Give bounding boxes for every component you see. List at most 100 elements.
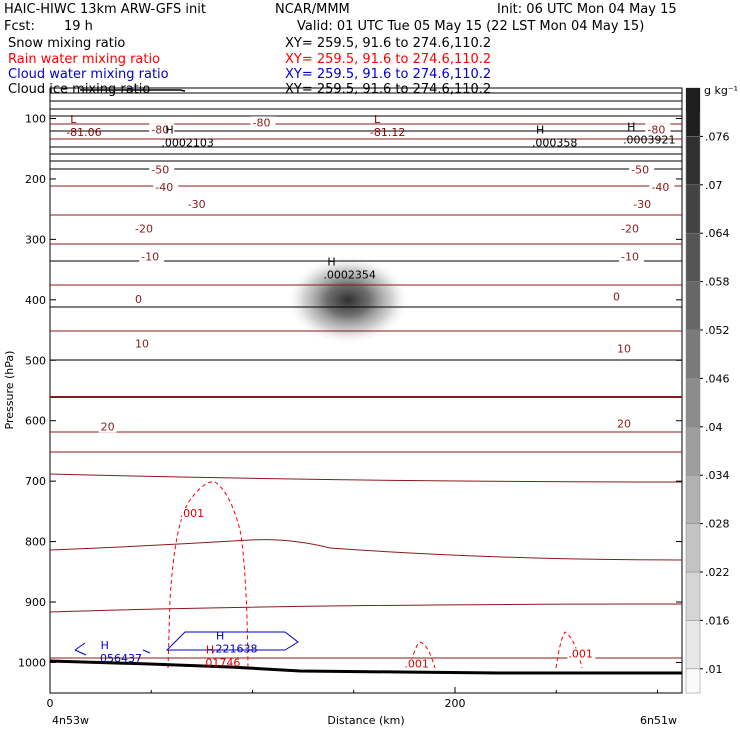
contour-label-bg: [629, 163, 655, 176]
extremum-value: -81.06: [66, 126, 101, 139]
header-init: Init: 06 UTC Mon 04 May 15: [497, 2, 677, 17]
temperature-contour-label: -10: [141, 251, 159, 264]
rain-label-bg: [178, 508, 207, 520]
rain-contours: [167, 481, 583, 669]
colorbar-tick-label: .052: [705, 324, 730, 337]
y-tick-label: 900: [25, 596, 46, 609]
y-tick-label: 600: [25, 415, 46, 428]
field-xy-rain: XY= 259.5, 91.6 to 274.6,110.2: [285, 52, 491, 67]
colorbar-swatch: [685, 668, 701, 694]
extremum-kind: H: [536, 124, 544, 137]
header-valid: Valid: 01 UTC Tue 05 May 15 (22 LST Mon …: [297, 19, 644, 34]
contour-label-bg: [98, 420, 117, 433]
extremum-value: .0002354: [323, 268, 376, 281]
temperature-contour-label: -50: [631, 163, 649, 176]
terrain-surface: [50, 659, 682, 675]
y-tick-label: 200: [25, 173, 46, 186]
plot-frame: [49, 87, 683, 694]
contour-label-bg: [615, 342, 633, 355]
temperature-contour-label: -20: [621, 223, 639, 236]
cloud-water-contours: [74, 631, 299, 656]
colorbar-swatch: [685, 184, 701, 234]
header-title: HAIC-HIWC 13km ARW-GFS init: [4, 2, 206, 17]
colorbar-tick-label: .04: [705, 421, 723, 434]
colorbar-swatch: [685, 329, 701, 379]
extremum-kind: H: [627, 121, 635, 134]
colorbar-tick-label: .064: [705, 227, 730, 240]
contour-label-bg: [619, 250, 645, 263]
y-tick-label: 1000: [18, 656, 46, 669]
contour-label-bg: [649, 181, 675, 194]
temperature-contour-label: -30: [633, 198, 651, 211]
extremum-value: .000358: [532, 137, 578, 150]
y-tick-label: 800: [25, 536, 46, 549]
contour-label-bg: [139, 250, 165, 263]
colorbar-swatch: [685, 378, 701, 428]
temperature-contour-label: -50: [151, 163, 169, 176]
contour-label-bg: [615, 417, 633, 430]
temperature-contour-label: 10: [617, 342, 631, 355]
colorbar-tick-label: .046: [705, 372, 730, 385]
y-tick-label: 400: [25, 294, 46, 307]
colorbar-tick-label: .028: [705, 518, 730, 531]
temperature-contour-label: -30: [188, 198, 206, 211]
rain-label-bg: [567, 648, 596, 660]
x-end-label: 6n51w: [640, 714, 677, 727]
rain-contour-label: .001: [180, 507, 205, 520]
colorbar-tick-label: .076: [705, 130, 730, 143]
rain-label-bg: [403, 658, 432, 670]
field-name-cloud-water: Cloud water mixing ratio: [8, 67, 169, 82]
contour-label-bg: [133, 292, 145, 305]
colorbar-swatch: [685, 136, 701, 186]
extremum-value: .221638: [212, 643, 258, 656]
contour-label-bg: [149, 123, 175, 136]
contour-label-bg: [250, 116, 276, 129]
field-xy-cloud-water: XY= 259.5, 91.6 to 274.6,110.2: [285, 67, 491, 82]
colorbar-tick-label: .07: [705, 179, 723, 192]
y-tick-label: 500: [25, 354, 46, 367]
field-xy-cloud-ice: XY= 259.5, 91.6 to 274.6,110.2: [285, 82, 491, 97]
contour-label-bg: [133, 337, 152, 350]
temperature-contour-label: 0: [135, 293, 142, 306]
temperature-contour-label: -20: [135, 223, 153, 236]
x-axis-label: Distance (km): [327, 714, 404, 727]
extremum-value: .01746: [202, 656, 241, 669]
colorbar-swatch-top: [686, 88, 700, 113]
contour-labels: -80-80 -80-50 -50-40 -40-30 -30-20 -20-10 -100…: [66, 113, 675, 671]
colorbar-tick-label: .022: [705, 566, 730, 579]
temperature-contour-label: 20: [617, 417, 631, 430]
extremum-value: -81.12: [370, 126, 405, 139]
x-tick-label: 0: [47, 697, 54, 710]
cloud-ice-header-stroke: [80, 89, 186, 92]
extremum-value: .0002103: [161, 137, 214, 150]
contour-label-bg: [610, 290, 622, 303]
extremum-kind: L: [70, 113, 77, 126]
rain-contour-label: .001: [404, 658, 429, 671]
colorbar-swatch: [685, 571, 701, 621]
header-org: NCAR/MMM: [275, 2, 350, 17]
colorbar-tick-label: .016: [705, 614, 730, 627]
extremum-kind: H: [206, 643, 214, 656]
colorbar-swatch: [685, 426, 701, 476]
colorbar-swatch: [685, 232, 701, 282]
temperature-contour-label: -40: [651, 181, 669, 194]
colorbar-swatch: [685, 281, 701, 331]
temperature-contour-label: 10: [135, 338, 149, 351]
field-name-rain: Rain water mixing ratio: [8, 52, 160, 67]
temperature-contour-label: -80: [253, 116, 271, 129]
contour-label-bg: [133, 222, 159, 235]
rain-contour-label: .001: [568, 647, 593, 660]
extremum-kind: H: [327, 255, 335, 268]
header-fcst-value: 19 h: [64, 19, 93, 34]
extremum-value: .056437: [97, 652, 143, 665]
colorbar-tick-label: .01: [705, 663, 723, 676]
colorbar-tick-label: .058: [705, 276, 730, 289]
contour-label-bg: [645, 123, 671, 136]
colorbar: .01 .016 .022 .028 .034 .04 .046 .052 .058 .064 .0…: [685, 87, 730, 694]
y-tick-label: 300: [25, 233, 46, 246]
y-tick-label: 100: [25, 113, 46, 126]
x-axis-ticks: 0 200: [47, 687, 658, 710]
contour-label-bg: [185, 197, 211, 210]
